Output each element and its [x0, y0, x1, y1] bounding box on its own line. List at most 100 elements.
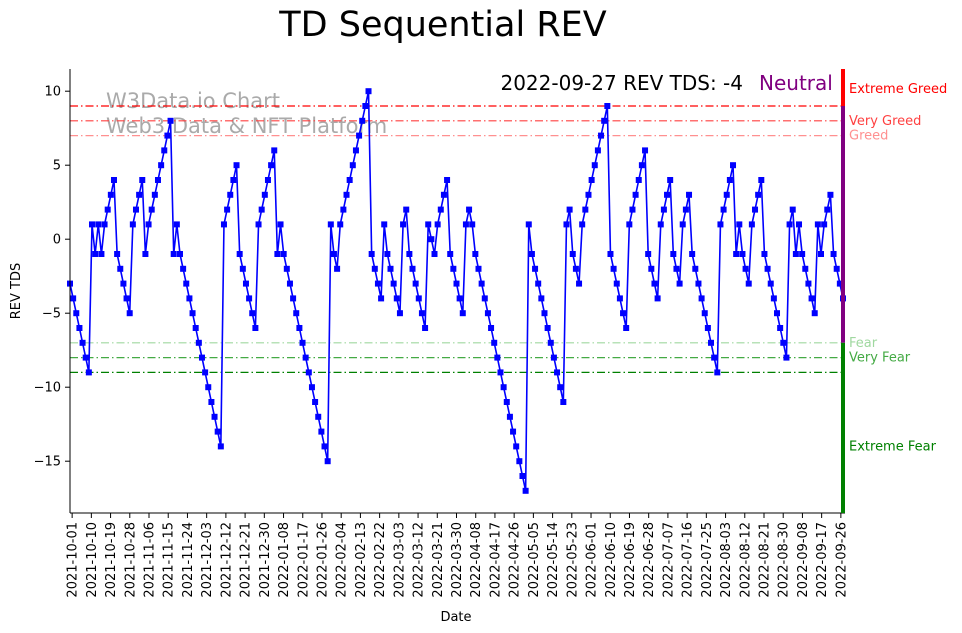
zone-segment [841, 342, 845, 513]
data-point [293, 310, 300, 317]
x-tick-label: 2022-08-30 [777, 522, 792, 598]
data-point [110, 177, 117, 183]
data-point [579, 221, 586, 228]
data-point [400, 221, 407, 228]
data-point [123, 295, 130, 302]
data-point [484, 310, 491, 317]
data-point [616, 295, 623, 302]
data-point [497, 369, 504, 376]
data-point [283, 265, 290, 272]
data-point [164, 132, 171, 139]
data-point [428, 236, 435, 243]
y-tick-label: 0 [53, 233, 61, 248]
data-point [302, 354, 309, 361]
data-point [638, 162, 645, 169]
data-point [154, 177, 161, 183]
data-point [745, 280, 752, 287]
data-point [657, 221, 664, 228]
data-point [321, 443, 328, 450]
x-tick-label: 2022-04-26 [508, 522, 523, 598]
data-point [572, 265, 579, 272]
data-point [588, 177, 595, 183]
data-point [95, 221, 102, 228]
data-point [456, 295, 463, 302]
x-tick-label: 2021-10-28 [123, 522, 138, 598]
data-point [120, 280, 127, 287]
data-point [286, 280, 293, 287]
data-point [604, 103, 611, 109]
data-point [142, 251, 149, 257]
data-point [836, 280, 843, 287]
data-point [516, 458, 523, 465]
data-point [689, 251, 696, 257]
data-point [563, 221, 570, 228]
status-label: Neutral [759, 71, 833, 95]
x-tick-label: 2021-11-06 [143, 522, 158, 598]
data-point [280, 251, 287, 257]
data-point [811, 310, 818, 317]
x-tick-label: 2022-06-10 [604, 522, 619, 598]
data-point [305, 369, 312, 376]
data-point [327, 221, 334, 228]
x-tick-label: 2022-08-12 [738, 522, 753, 598]
data-point [246, 295, 253, 302]
x-tick-label: 2022-03-12 [412, 522, 427, 598]
data-point [189, 310, 196, 317]
data-point [720, 206, 727, 213]
data-point [104, 206, 111, 213]
data-point [315, 413, 322, 420]
data-point [107, 191, 114, 198]
data-point [673, 265, 680, 272]
data-point [450, 265, 457, 272]
data-point [726, 177, 733, 183]
watermark-line-2: Web3 Data & NFT Platform [106, 114, 387, 138]
data-point [459, 310, 466, 317]
reference-label: Extreme Fear [849, 439, 937, 454]
data-point [802, 265, 809, 272]
data-point [623, 325, 630, 331]
y-tick-label: −15 [34, 455, 61, 470]
data-point [415, 295, 422, 302]
data-point [488, 325, 495, 331]
data-point [506, 413, 513, 420]
x-tick-label: 2021-12-30 [258, 522, 273, 598]
data-point [101, 221, 108, 228]
data-point [466, 206, 473, 213]
data-point [312, 399, 319, 405]
data-point [362, 103, 369, 109]
data-point [198, 354, 205, 361]
data-point [173, 221, 180, 228]
data-point [242, 280, 249, 287]
data-point [714, 369, 721, 376]
y-tick-label: 10 [44, 85, 61, 100]
data-point [557, 384, 564, 391]
data-point [384, 251, 391, 257]
x-tick-label: 2022-01-17 [296, 522, 311, 598]
data-point [396, 310, 403, 317]
data-point [796, 221, 803, 228]
x-tick-label: 2022-03-21 [431, 522, 446, 598]
data-point [434, 221, 441, 228]
data-point [440, 191, 447, 198]
data-point [519, 473, 526, 479]
data-point [73, 310, 80, 317]
data-point [736, 221, 743, 228]
data-point [733, 251, 740, 257]
data-point [462, 221, 469, 228]
data-point [447, 251, 454, 257]
data-point [808, 295, 815, 302]
data-point [780, 339, 787, 346]
data-point [224, 206, 231, 213]
data-point [610, 265, 617, 272]
data-point [554, 369, 561, 376]
data-point [352, 147, 359, 154]
data-point [525, 221, 532, 228]
x-tick-label: 2022-03-03 [392, 522, 407, 598]
data-point [117, 265, 124, 272]
data-point [220, 221, 227, 228]
x-tick-label: 2022-02-22 [373, 522, 388, 598]
data-point [158, 162, 165, 169]
data-point [654, 295, 661, 302]
data-point [692, 265, 699, 272]
data-point [626, 221, 633, 228]
